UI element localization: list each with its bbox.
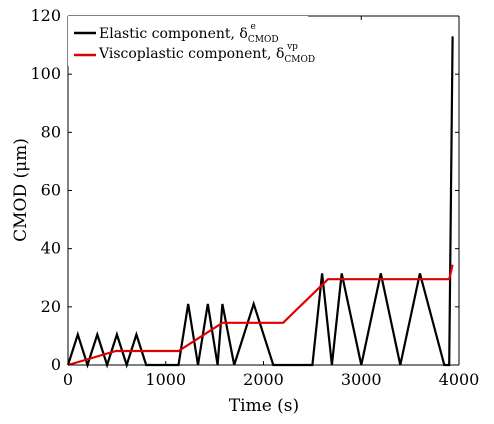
legend-entry-viscoplastic-sub: CMOD (284, 55, 315, 65)
y-tick-label: 100 (30, 64, 61, 83)
y-tick-label: 120 (30, 6, 61, 25)
y-tick-label: 0 (51, 355, 61, 374)
legend-entry-elastic: Elastic component, δCMOD e (99, 22, 279, 45)
x-tick-label: 1000 (145, 370, 186, 389)
y-tick-label: 20 (41, 297, 61, 316)
legend-entry-elastic-sup: e (251, 22, 256, 32)
y-tick-label: 40 (41, 239, 61, 258)
x-axis-label: Time (s) (229, 396, 299, 416)
legend-entry-viscoplastic: Viscoplastic component, δCMOD vp (98, 42, 315, 65)
axes-layer: 0 1000 2000 3000 4000 0 20 40 60 80 100 120 (30, 6, 479, 389)
x-tick-label: 4000 (439, 370, 480, 389)
plot-area (68, 16, 459, 365)
legend-entry-elastic-sub: CMOD (248, 35, 279, 45)
x-tick-label: 3000 (341, 370, 382, 389)
legend: Elastic component, δCMODe Viscoplastic c… (68, 16, 315, 66)
legend-entry-viscoplastic-sup: vp (286, 42, 298, 52)
series-line-viscoplastic (67, 264, 454, 367)
y-tick-label: 80 (41, 122, 61, 141)
legend-entry-elastic-main: Elastic component, δ (99, 26, 248, 42)
legend-box (68, 16, 308, 66)
y-axis-label: CMOD (μm) (11, 138, 31, 242)
x-tick-label: 2000 (243, 370, 284, 389)
x-tick-label: 0 (63, 370, 73, 389)
legend-entry-viscoplastic-main: Viscoplastic component, δ (98, 46, 284, 62)
y-tick-label: 60 (41, 181, 61, 200)
